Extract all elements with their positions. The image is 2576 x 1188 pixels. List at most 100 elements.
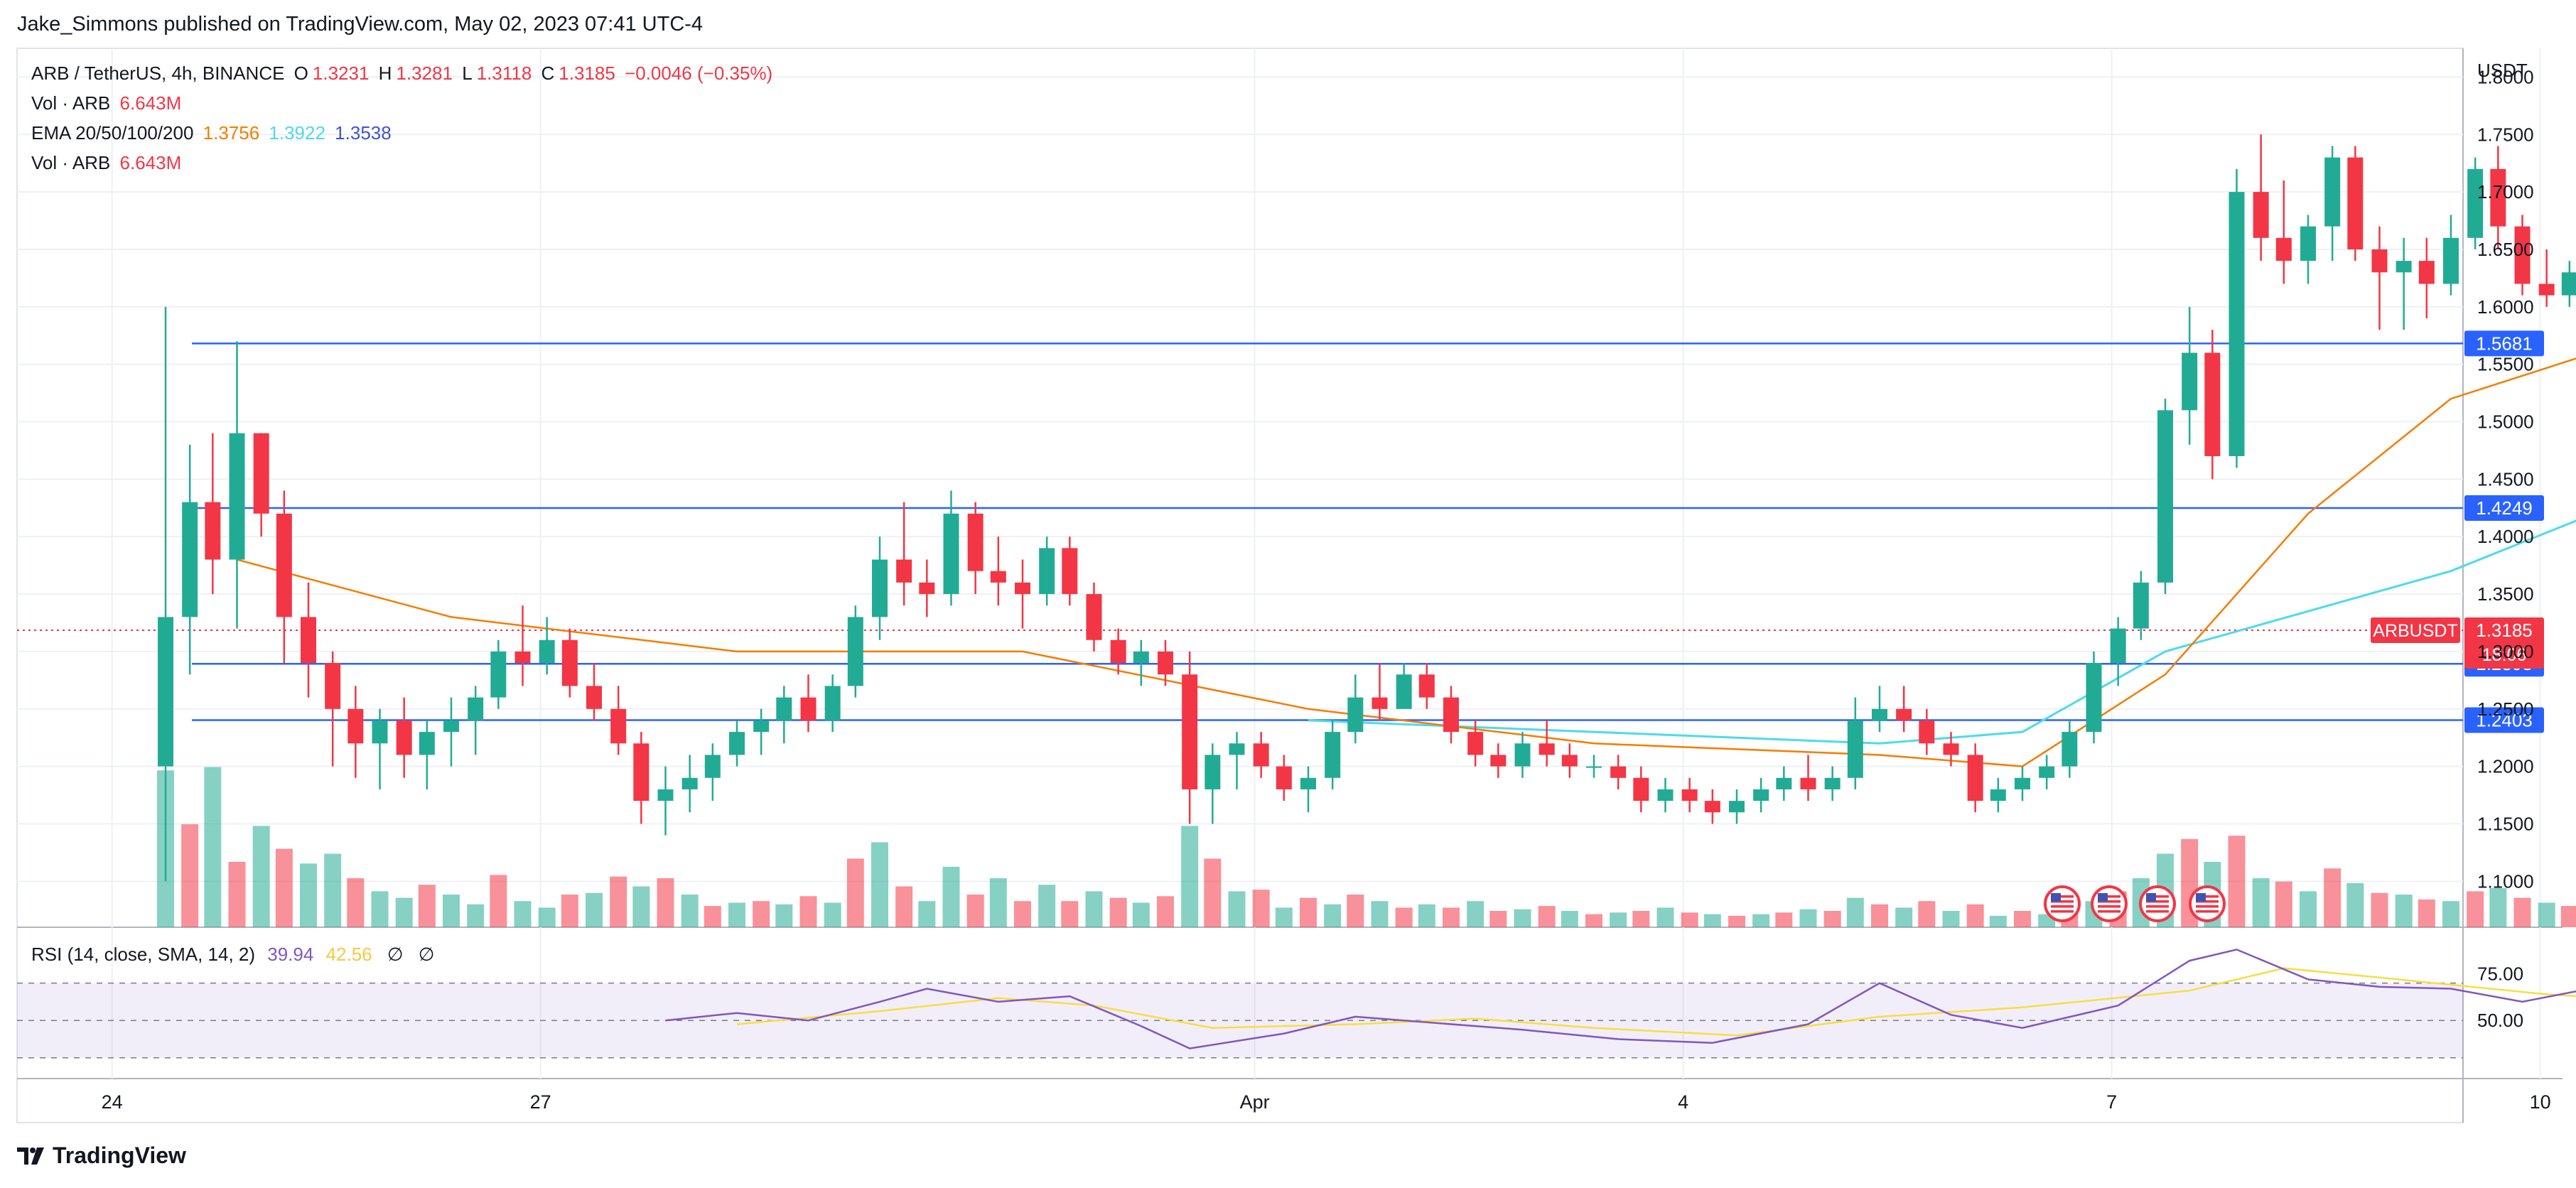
candle-body — [561, 639, 578, 686]
volume-bar — [371, 891, 389, 927]
candle-body — [1443, 697, 1459, 733]
event-stripe — [2098, 905, 2120, 908]
event-ring — [2091, 885, 2128, 922]
level-badge — [2464, 495, 2544, 521]
candle-body — [443, 720, 459, 733]
candle-body — [753, 720, 770, 733]
event-stripe — [2146, 905, 2169, 908]
volume-bar — [1514, 909, 1531, 927]
volume-bar — [1681, 912, 1698, 927]
legend-l-label: L — [462, 63, 473, 84]
volume-bar — [1132, 902, 1150, 927]
candle-body — [1347, 697, 1364, 733]
candle-body — [276, 513, 292, 617]
volume-bar — [1347, 895, 1364, 927]
rsi-legend: RSI (14, close, SMA, 14, 2) 39.94 42.56 … — [31, 944, 434, 966]
rsi-sma-line — [736, 967, 2576, 1037]
horizontal-levels[interactable]: 1.56811.42491.28931.2403ARBUSDT1.318518:… — [17, 330, 2544, 733]
candle-body — [1586, 766, 1602, 768]
legend-ema-row: EMA 20/50/100/200 1.3756 1.3922 1.3538 — [31, 122, 396, 144]
volume-bar — [347, 878, 365, 927]
candle-body — [2561, 272, 2576, 296]
volume-bar — [1561, 911, 1578, 927]
candle-body — [1158, 651, 1173, 675]
event-stripe — [2051, 900, 2074, 903]
volume-bar — [2513, 897, 2531, 927]
candle-body — [1418, 674, 1435, 698]
event-stripe — [2196, 900, 2219, 903]
volume-bar — [1632, 911, 1650, 927]
legend-ema50: 1.3922 — [269, 122, 325, 144]
legend-h-label: H — [378, 63, 392, 84]
candle-body — [2229, 192, 2245, 457]
volume-bar — [632, 886, 650, 927]
volume-bar — [799, 896, 817, 927]
rsi-legend-label[interactable]: RSI (14, close, SMA, 14, 2) — [31, 944, 256, 965]
volume-bar — [395, 897, 413, 927]
volume-bar — [1181, 826, 1199, 927]
level-badge — [2464, 707, 2544, 733]
volume-bar — [1610, 912, 1627, 927]
candle-body — [1015, 582, 1030, 595]
volume-bar — [467, 904, 485, 927]
time-tick-label: 7 — [2106, 1091, 2117, 1113]
candle-body — [1800, 777, 1816, 789]
volume-bar — [681, 895, 699, 927]
legend-ema-label[interactable]: EMA 20/50/100/200 — [31, 122, 194, 144]
volume-bar — [2442, 901, 2459, 927]
candle-body — [2086, 663, 2102, 733]
event-stripe — [2098, 900, 2120, 903]
legend-volume-label[interactable]: Vol · ARB — [31, 92, 111, 114]
candle-body — [2371, 249, 2388, 273]
volume-bar — [275, 848, 293, 927]
volume-bar — [1752, 914, 1770, 927]
legend-volume-row-2: Vol · ARB 6.643M — [31, 152, 185, 174]
candle-body — [847, 617, 863, 686]
legend-o-label: O — [293, 63, 308, 84]
rsi-tick-label: 50.00 — [2477, 1010, 2523, 1031]
volume-bar — [514, 901, 532, 927]
candle-body — [2039, 766, 2055, 778]
event-ring — [2139, 885, 2176, 922]
countdown-label: 18:06 — [2482, 645, 2527, 665]
last-price-badge — [2464, 617, 2544, 669]
event-stripe — [2051, 905, 2074, 908]
candle-body — [2396, 261, 2412, 273]
volume-bar — [1300, 897, 1317, 927]
candle-body — [1039, 548, 1055, 595]
ema-lines — [237, 357, 2576, 767]
volume-bar — [1252, 890, 1270, 927]
event-canton — [2196, 893, 2206, 902]
candle-body — [1776, 777, 1792, 789]
tradingview-brand[interactable]: TradingView — [17, 1143, 186, 1169]
volume-bar — [2560, 906, 2576, 927]
volume-bar — [181, 824, 199, 927]
candle-body — [325, 663, 341, 709]
candle-body — [2157, 410, 2173, 583]
candle-body — [610, 708, 627, 744]
candle-body — [776, 697, 792, 720]
volume-bar — [1228, 891, 1246, 927]
volume-bar — [753, 901, 770, 927]
candle-body — [2418, 261, 2435, 284]
volume-bar — [966, 895, 984, 927]
candle-body — [1276, 766, 1292, 789]
event-stripe — [2196, 905, 2219, 908]
grid — [16, 48, 2562, 1123]
legend-symbol[interactable]: ARB / TetherUS, 4h, BINANCE — [31, 63, 285, 84]
candle-body — [800, 697, 817, 720]
publisher-line: Jake_Simmons published on TradingView.co… — [17, 13, 704, 36]
candle-body — [2490, 168, 2506, 227]
event-canton — [2051, 893, 2061, 902]
legend-low: 1.3118 — [476, 63, 532, 84]
time-tick-label: 4 — [1678, 1091, 1688, 1113]
rsi-na-2: ∅ — [418, 944, 435, 965]
candle-body — [1062, 548, 1078, 595]
candle-body — [1872, 708, 1887, 720]
event-stripe — [2098, 895, 2120, 898]
legend-volume-label-2[interactable]: Vol · ARB — [31, 152, 111, 173]
volume-bar — [586, 892, 603, 927]
us-event-icon — [2189, 885, 2226, 922]
candle-body — [1943, 743, 1959, 755]
